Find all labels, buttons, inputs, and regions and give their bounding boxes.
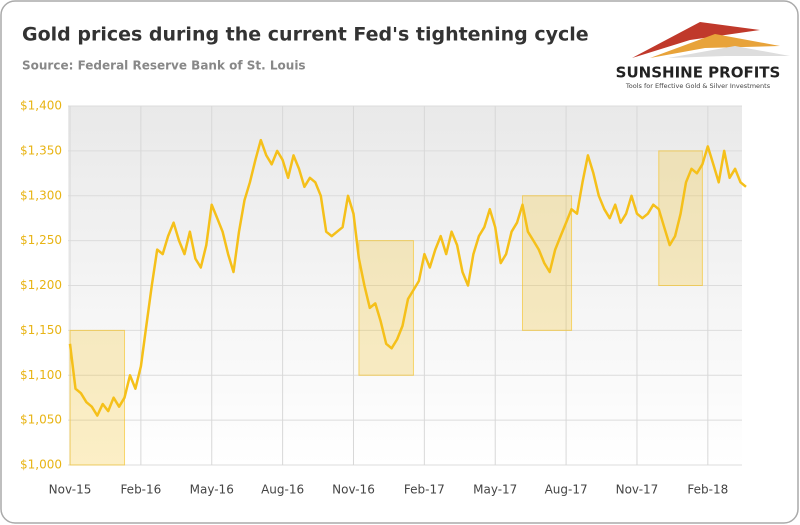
x-tick-label: Feb-17 xyxy=(404,483,445,497)
x-tick-label: Aug-16 xyxy=(261,483,304,497)
y-tick-label: $1,300 xyxy=(20,188,62,202)
x-tick-label: Nov-17 xyxy=(616,483,659,497)
x-tick-label: Feb-18 xyxy=(687,483,728,497)
logo-tagline: Tools for Effective Gold & Silver Invest… xyxy=(625,82,771,90)
logo-swoosh xyxy=(668,46,790,58)
y-tick-label: $1,100 xyxy=(20,368,62,382)
y-tick-label: $1,250 xyxy=(20,233,62,247)
y-tick-label: $1,400 xyxy=(20,99,62,113)
chart-subtitle: Source: Federal Reserve Bank of St. Loui… xyxy=(22,59,306,73)
y-tick-label: $1,350 xyxy=(20,143,62,157)
x-tick-label: Nov-15 xyxy=(49,483,92,497)
y-tick-label: $1,050 xyxy=(20,413,62,427)
price-line xyxy=(68,138,747,417)
logo-swoosh xyxy=(650,34,780,58)
y-tick-label: $1,200 xyxy=(20,278,62,292)
logo-name: SUNSHINE PROFITS xyxy=(616,64,781,82)
logo: SUNSHINE PROFITS Tools for Effective Gol… xyxy=(616,22,790,90)
x-tick-label: Nov-16 xyxy=(332,483,375,497)
x-tick-label: Aug-17 xyxy=(545,483,588,497)
y-tick-label: $1,000 xyxy=(20,458,62,472)
highlight-box xyxy=(69,329,126,466)
logo-swoosh xyxy=(632,22,760,58)
highlight-box xyxy=(521,195,573,331)
x-tick-label: May-16 xyxy=(190,483,234,497)
x-tick-label: May-17 xyxy=(473,483,517,497)
chart-title: Gold prices during the current Fed's tig… xyxy=(22,24,589,46)
highlight-box xyxy=(358,240,414,376)
x-tick-label: Feb-16 xyxy=(120,483,161,497)
y-tick-label: $1,150 xyxy=(20,323,62,337)
